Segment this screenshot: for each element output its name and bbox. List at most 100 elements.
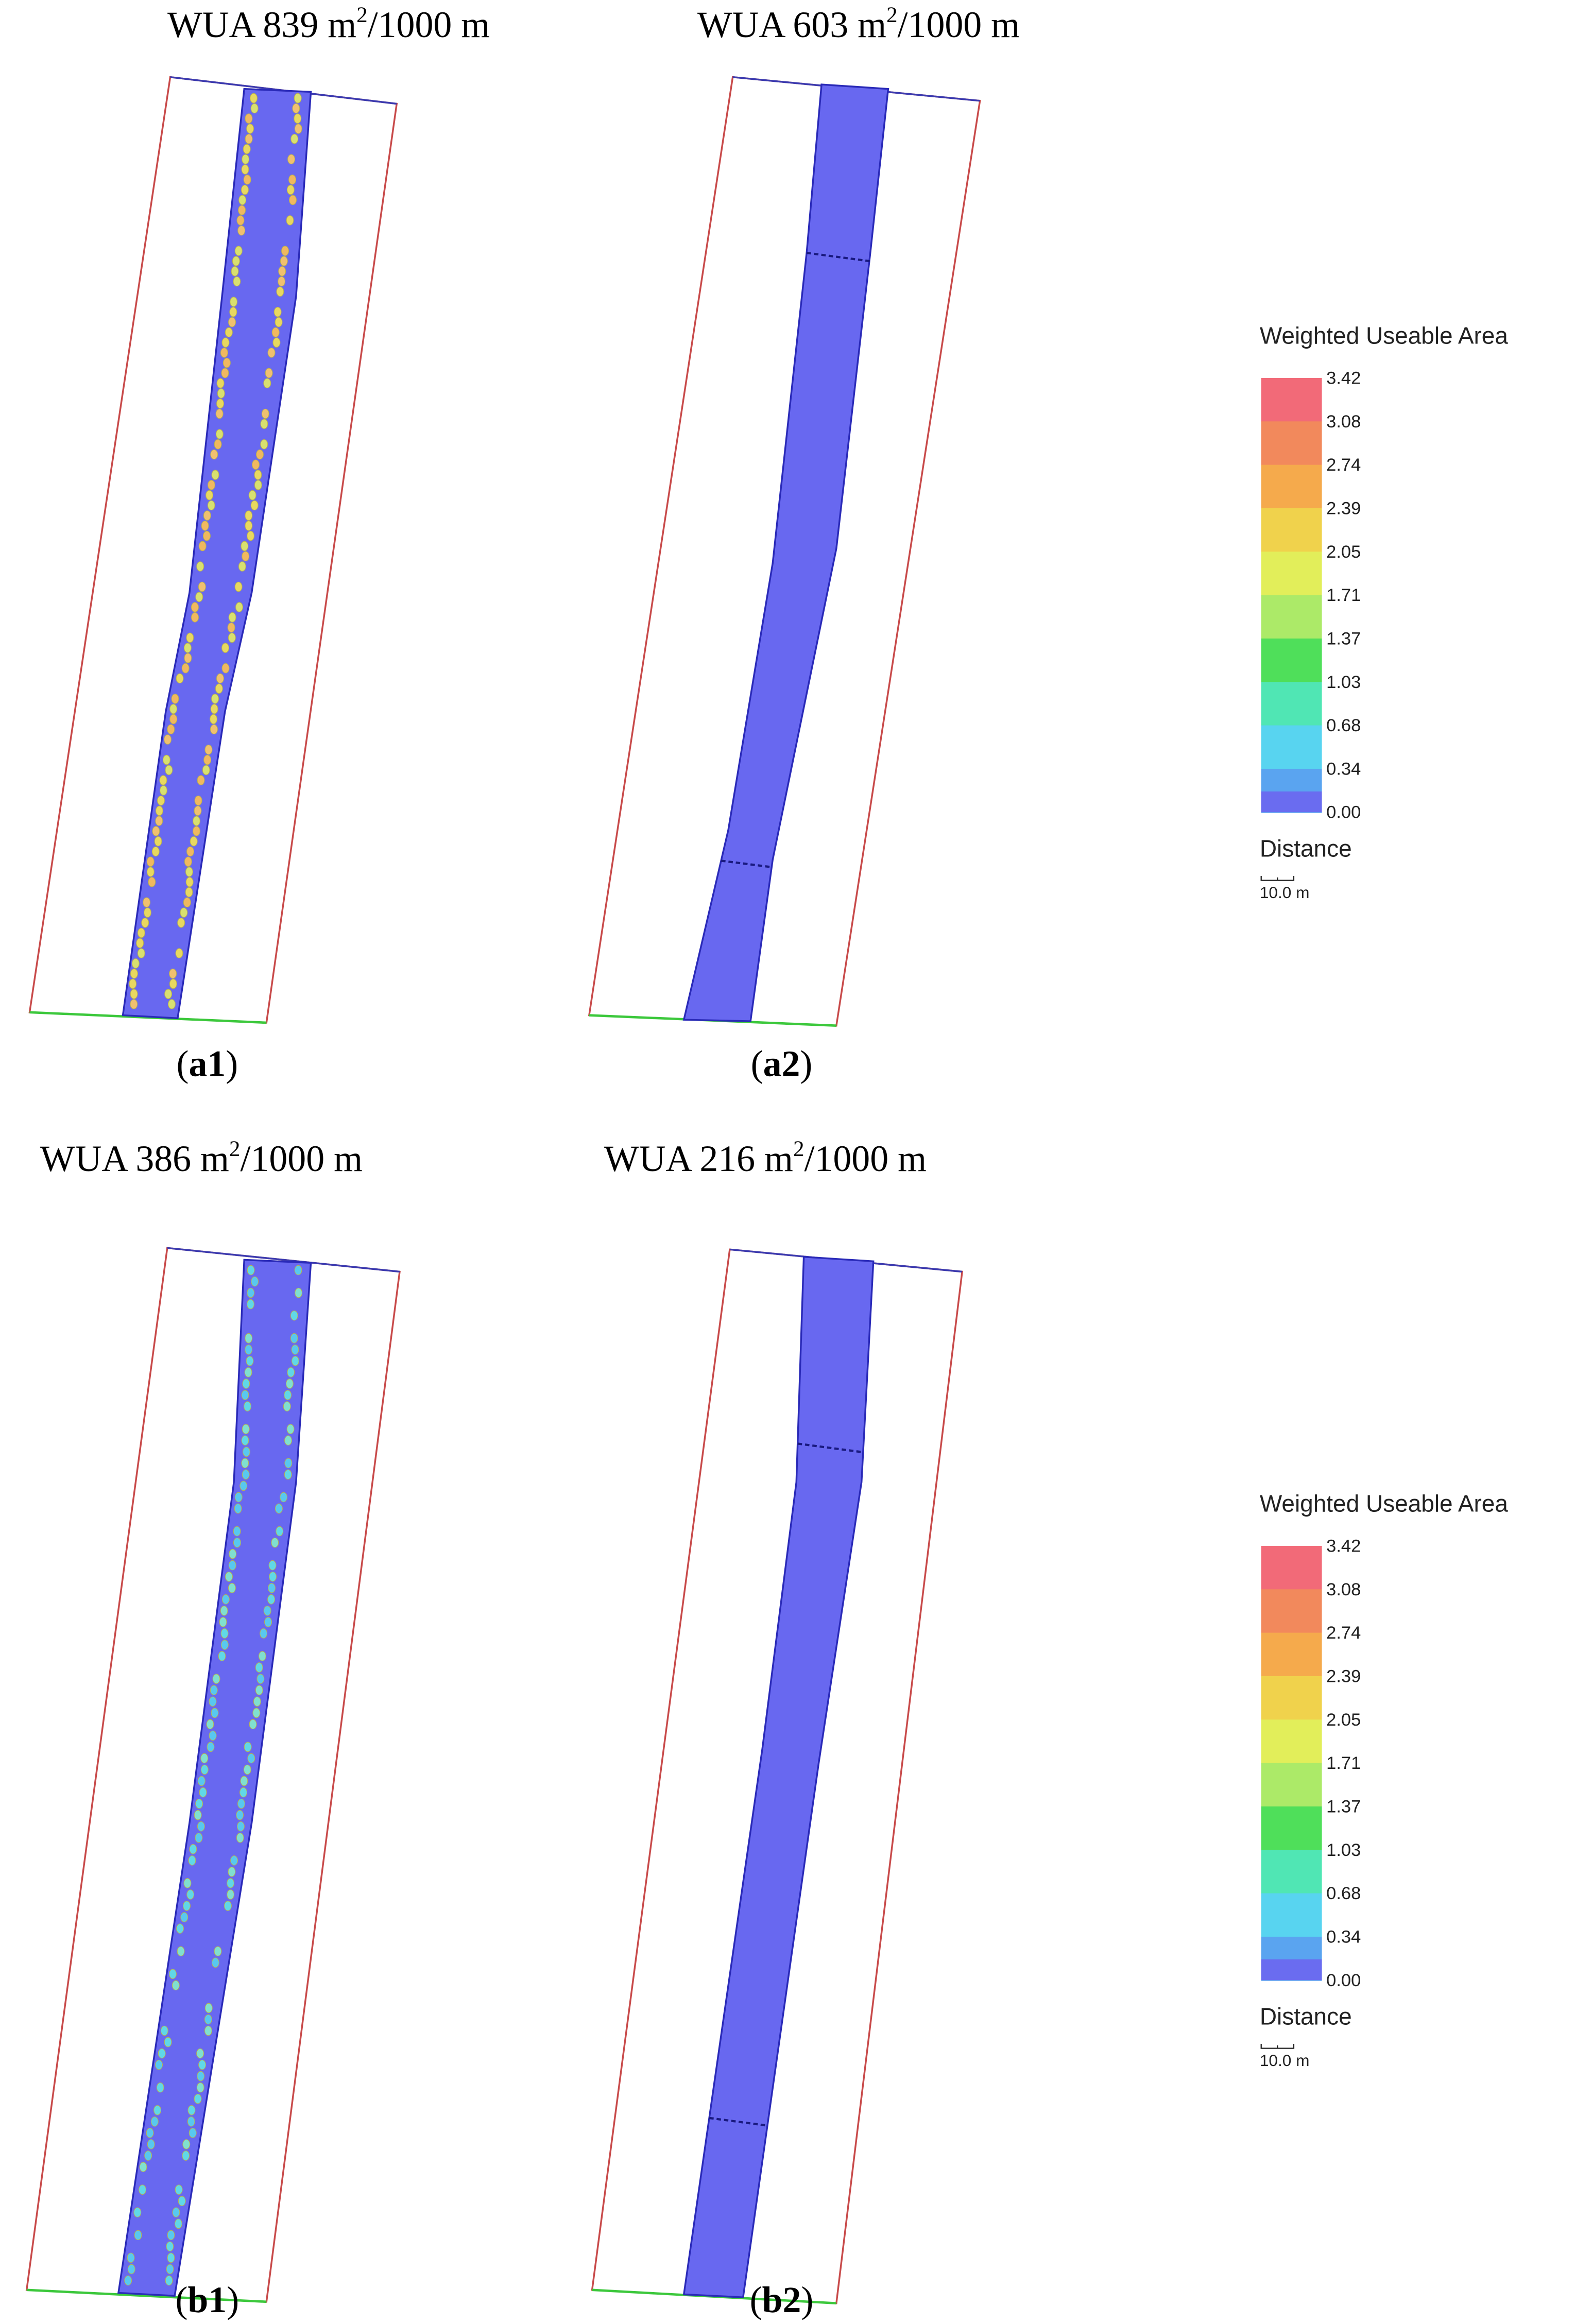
title-text: /1000 m bbox=[898, 4, 1020, 45]
habitat-cell bbox=[189, 1844, 197, 1854]
habitat-cell bbox=[165, 2275, 173, 2286]
habitat-cell bbox=[176, 673, 184, 684]
caption-paren: ( bbox=[751, 1043, 763, 1084]
habitat-cell bbox=[271, 1537, 279, 1548]
title-text: WUA 839 m bbox=[167, 4, 356, 45]
habitat-cell bbox=[245, 133, 253, 144]
habitat-cell bbox=[225, 327, 233, 338]
habitat-cell bbox=[284, 1435, 292, 1445]
habitat-cell bbox=[181, 663, 190, 674]
habitat-cell bbox=[220, 1606, 228, 1616]
title-text: /1000 m bbox=[804, 1138, 926, 1179]
habitat-cell bbox=[200, 1764, 209, 1775]
habitat-cell bbox=[247, 1287, 255, 1298]
habitat-cell bbox=[267, 1594, 276, 1605]
habitat-cell bbox=[247, 530, 254, 541]
habitat-cell bbox=[207, 500, 215, 511]
habitat-cell bbox=[127, 2252, 135, 2263]
habitat-cell bbox=[275, 1503, 283, 1514]
habitat-cell bbox=[196, 561, 204, 572]
habitat-cell bbox=[183, 1878, 192, 1888]
habitat-cell bbox=[287, 1367, 295, 1378]
habitat-cell bbox=[242, 1379, 250, 1389]
panel: WUA 603 m2/1000 m (a2) bbox=[588, 3, 1020, 1084]
habitat-cell bbox=[221, 643, 229, 653]
habitat-cell bbox=[250, 103, 259, 114]
legend-band bbox=[1261, 1632, 1322, 1677]
scale-label: 10.0 m bbox=[1260, 883, 1310, 902]
habitat-cell bbox=[286, 184, 295, 195]
habitat-cell bbox=[230, 297, 238, 307]
habitat-cell bbox=[141, 918, 149, 928]
habitat-cell bbox=[220, 1628, 229, 1639]
habitat-cell bbox=[185, 877, 194, 887]
habitat-cell bbox=[187, 2105, 196, 2115]
legend-tick-label: 1.71 bbox=[1326, 586, 1361, 605]
habitat-cell bbox=[172, 1980, 180, 1991]
habitat-cell bbox=[294, 113, 302, 124]
habitat-cell bbox=[237, 1798, 245, 1809]
habitat-cell bbox=[191, 612, 199, 623]
legend-band bbox=[1261, 552, 1322, 596]
habitat-cell bbox=[146, 2128, 154, 2138]
habitat-cell bbox=[183, 643, 192, 653]
legend-band bbox=[1261, 1589, 1322, 1634]
habitat-cell bbox=[210, 1685, 218, 1695]
habitat-cell bbox=[175, 2184, 183, 2195]
panel-caption: (a1) bbox=[177, 1043, 238, 1084]
habitat-cell bbox=[228, 317, 236, 328]
legend-tick-label: 1.37 bbox=[1326, 629, 1361, 648]
habitat-cell bbox=[233, 1526, 241, 1537]
habitat-cell bbox=[268, 1582, 276, 1593]
habitat-cell bbox=[260, 419, 268, 429]
habitat-cell bbox=[136, 938, 144, 949]
habitat-cell bbox=[256, 449, 264, 460]
habitat-cell bbox=[164, 2037, 172, 2047]
habitat-cell bbox=[197, 1776, 206, 1786]
habitat-cell bbox=[209, 1730, 217, 1741]
title-superscript: 2 bbox=[793, 1137, 804, 1161]
habitat-cell bbox=[236, 1810, 244, 1820]
habitat-cell bbox=[187, 2116, 195, 2127]
distance-label: Distance bbox=[1260, 2003, 1352, 2030]
habitat-cell bbox=[164, 734, 172, 745]
habitat-cell bbox=[166, 2264, 174, 2275]
habitat-cell bbox=[189, 2128, 197, 2138]
habitat-cell bbox=[233, 1537, 241, 1548]
habitat-cell bbox=[241, 164, 249, 175]
habitat-cell bbox=[210, 714, 218, 725]
habitat-cell bbox=[167, 2230, 175, 2241]
habitat-cell bbox=[192, 816, 200, 826]
cross-section bbox=[806, 251, 870, 263]
habitat-cell bbox=[171, 694, 179, 704]
legend-band bbox=[1261, 464, 1322, 509]
habitat-cell bbox=[195, 1798, 203, 1809]
habitat-cell bbox=[214, 439, 222, 450]
habitat-cell bbox=[180, 907, 188, 918]
habitat-cell bbox=[271, 327, 280, 338]
channel bbox=[682, 83, 889, 1022]
legend-tick-label: 2.74 bbox=[1326, 1623, 1361, 1643]
habitat-cell bbox=[137, 948, 145, 958]
habitat-cell bbox=[221, 368, 229, 378]
habitat-cell bbox=[169, 703, 178, 714]
habitat-cell bbox=[241, 1435, 249, 1445]
distance-label: Distance bbox=[1260, 835, 1352, 862]
habitat-cell bbox=[265, 368, 273, 378]
habitat-cell bbox=[167, 724, 175, 735]
habitat-cell bbox=[235, 602, 243, 612]
title-text: WUA 386 m bbox=[40, 1138, 229, 1179]
channel bbox=[117, 1259, 312, 2297]
panel-title: WUA 839 m2/1000 m bbox=[167, 3, 490, 45]
habitat-cell bbox=[263, 1606, 271, 1616]
habitat-cell bbox=[153, 2105, 162, 2115]
habitat-cell bbox=[273, 307, 282, 317]
legend-tick-label: 2.74 bbox=[1326, 455, 1361, 475]
habitat-cell bbox=[290, 1310, 298, 1321]
habitat-cell bbox=[255, 1685, 263, 1695]
habitat-cell bbox=[216, 398, 225, 409]
caption-paren: ) bbox=[227, 2279, 239, 2320]
habitat-cell bbox=[190, 836, 198, 847]
habitat-cell bbox=[209, 1696, 217, 1707]
